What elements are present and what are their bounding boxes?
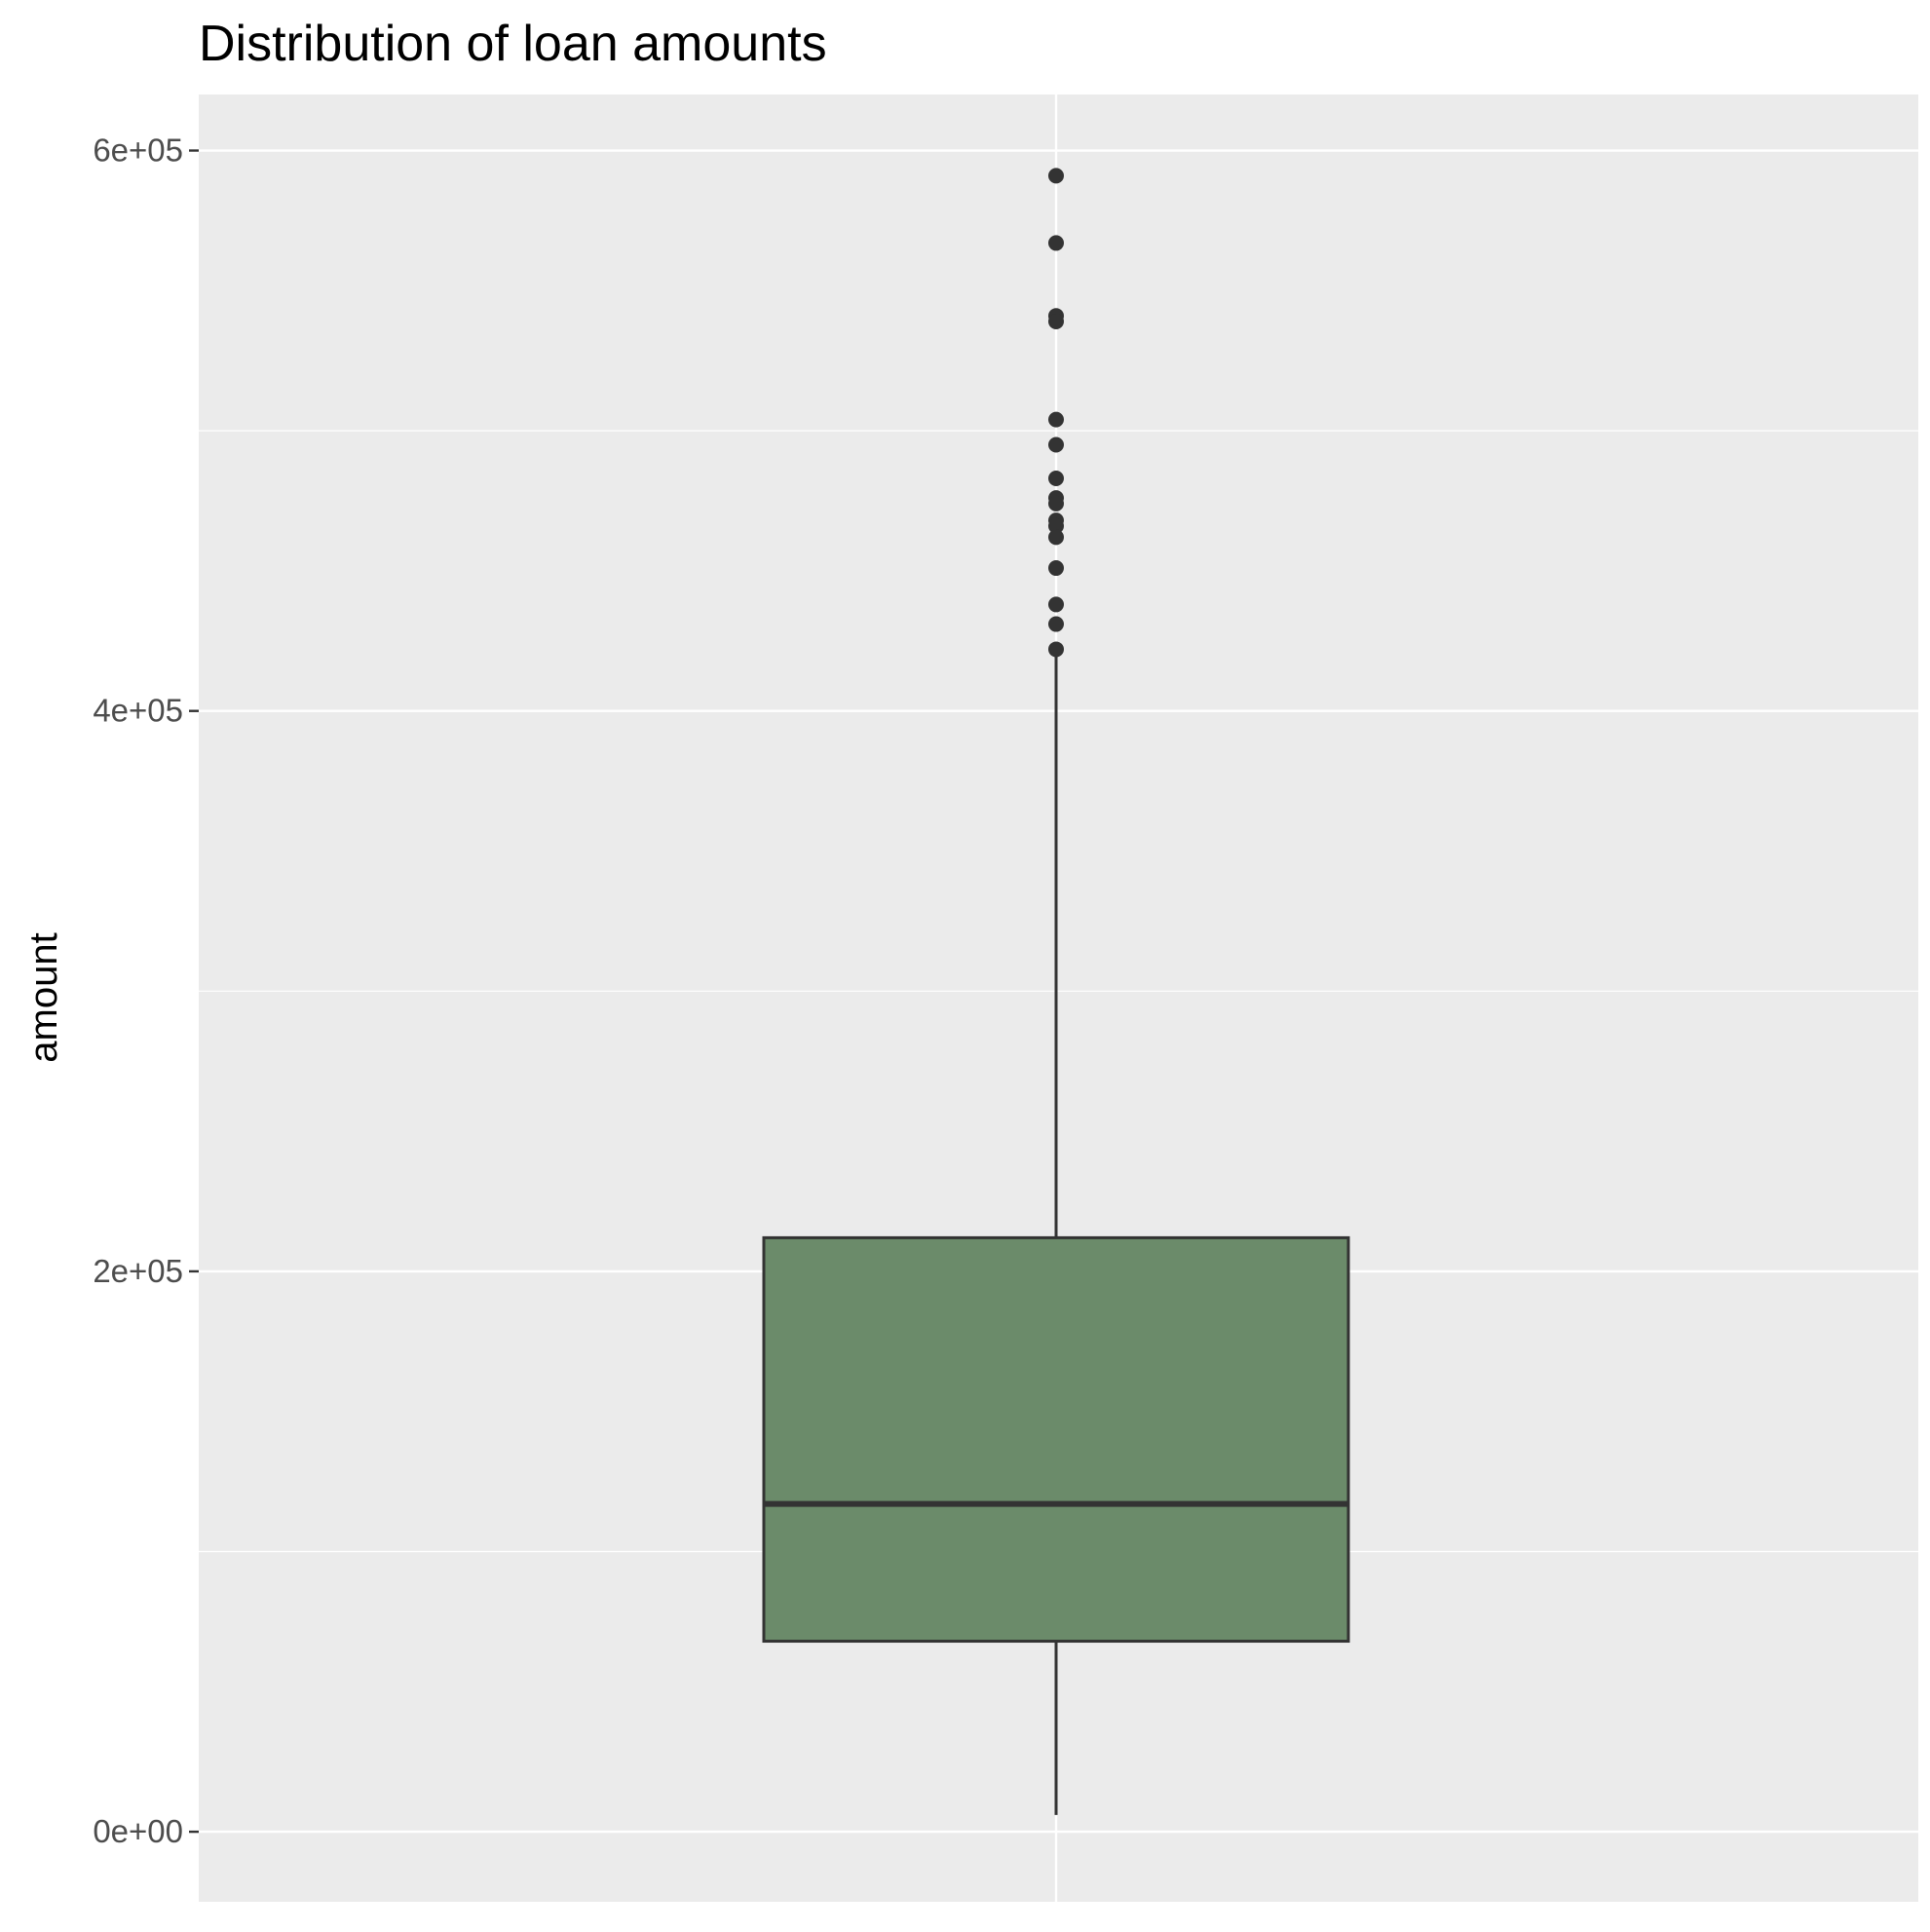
outlier-point: [1048, 313, 1064, 329]
outlier-points: [1048, 168, 1064, 658]
outlier-point: [1048, 235, 1064, 251]
box-group: [762, 649, 1350, 1815]
interquartile-box: [762, 1235, 1350, 1644]
outlier-point: [1048, 596, 1064, 613]
y-tick-label: 0e+00: [93, 1813, 183, 1849]
y-tick-label: 6e+05: [93, 133, 183, 169]
outlier-point: [1048, 616, 1064, 632]
chart-title: Distribution of loan amounts: [199, 16, 827, 72]
outlier-point: [1048, 641, 1064, 658]
outlier-point: [1048, 560, 1064, 577]
y-axis-label: amount: [22, 932, 65, 1062]
y-tick-label: 4e+05: [93, 693, 183, 729]
outlier-point: [1048, 517, 1064, 534]
y-axis: 0e+00 2e+05 4e+05 6e+05: [93, 133, 199, 1849]
outlier-point: [1048, 168, 1064, 184]
outlier-point: [1048, 529, 1064, 546]
outlier-point: [1048, 436, 1064, 453]
y-tick-label: 2e+05: [93, 1253, 183, 1289]
outlier-point: [1048, 495, 1064, 511]
outlier-point: [1048, 471, 1064, 487]
outlier-point: [1048, 411, 1064, 428]
